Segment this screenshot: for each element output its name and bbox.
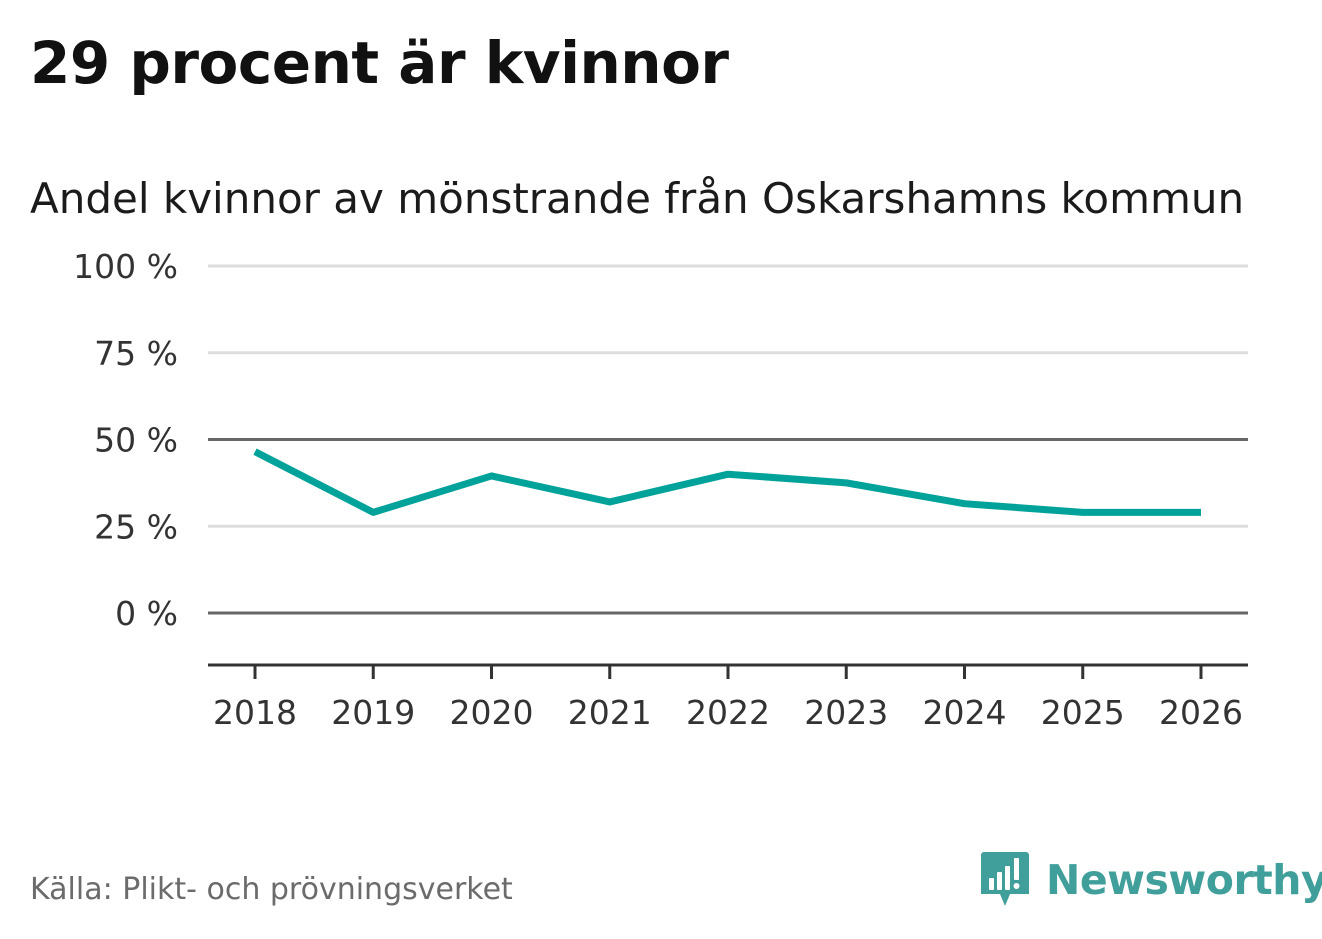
y-tick-label-75: 75 %	[94, 334, 178, 373]
series-line-0	[253, 448, 1201, 516]
y-tick-label-25: 25 %	[94, 507, 178, 546]
brand-logo-block: Newsworthy	[980, 850, 1322, 910]
source-note: Källa: Plikt- och prövningsverket	[30, 872, 513, 907]
x-tick-label-2018: 2018	[213, 693, 297, 732]
x-axis: 2018 2019 2020 2021 2022 2023 2024 2025 2026	[208, 663, 1248, 732]
y-tick-label-50: 50 %	[94, 421, 178, 460]
x-tick-label-2025: 2025	[1041, 693, 1125, 732]
y-tick-label-0: 0 %	[115, 594, 178, 633]
chart-subtitle: Andel kvinnor av mönstrande från Oskarsh…	[30, 174, 1245, 223]
line-chart: 0 % 25 % 50 % 75 % 100 % 2018 2019 2020 2021 202…	[73, 247, 1248, 732]
x-tick-label-2023: 2023	[804, 693, 888, 732]
chart-headline: 29 procent är kvinnor	[30, 29, 729, 97]
x-tick-label-2020: 2020	[450, 693, 534, 732]
y-tick-label-100: 100 %	[73, 247, 178, 286]
newsworthy-logo-icon	[981, 852, 1029, 906]
x-tick-label-2022: 2022	[686, 693, 770, 732]
y-axis-ticks: 0 % 25 % 50 % 75 % 100 %	[73, 247, 178, 633]
gridlines	[208, 264, 1248, 615]
brand-name: Newsworthy	[1046, 855, 1322, 904]
x-tick-label-2026: 2026	[1159, 693, 1243, 732]
series-group	[253, 448, 1201, 516]
x-tick-label-2021: 2021	[568, 693, 652, 732]
x-tick-label-2024: 2024	[923, 693, 1007, 732]
x-tick-label-2019: 2019	[331, 693, 415, 732]
